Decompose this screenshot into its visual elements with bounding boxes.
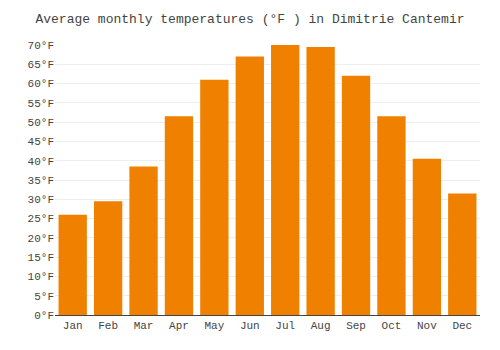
svg-text:Apr: Apr [169,320,189,332]
svg-text:10°F: 10°F [28,271,54,283]
svg-text:0°F: 0°F [34,310,54,322]
svg-text:Sep: Sep [346,320,366,332]
svg-text:Jul: Jul [275,320,295,332]
svg-text:Average monthly temperatures (: Average monthly temperatures (°F ) in Di… [35,12,464,27]
svg-text:Jan: Jan [63,320,83,332]
svg-text:15°F: 15°F [28,252,54,264]
svg-text:Feb: Feb [98,320,118,332]
svg-text:May: May [204,320,224,332]
svg-text:Aug: Aug [311,320,331,332]
svg-text:70°F: 70°F [28,40,54,52]
svg-text:Nov: Nov [417,320,437,332]
svg-text:Dec: Dec [452,320,472,332]
svg-text:20°F: 20°F [28,233,54,245]
svg-text:40°F: 40°F [28,156,54,168]
svg-text:65°F: 65°F [28,59,54,71]
svg-text:5°F: 5°F [34,291,54,303]
svg-text:25°F: 25°F [28,213,54,225]
svg-text:Oct: Oct [382,320,402,332]
svg-text:30°F: 30°F [28,194,54,206]
svg-text:Mar: Mar [134,320,154,332]
svg-text:60°F: 60°F [28,78,54,90]
svg-text:Jun: Jun [240,320,260,332]
svg-text:50°F: 50°F [28,117,54,129]
svg-text:45°F: 45°F [28,136,54,148]
svg-text:35°F: 35°F [28,175,54,187]
svg-text:55°F: 55°F [28,98,54,110]
